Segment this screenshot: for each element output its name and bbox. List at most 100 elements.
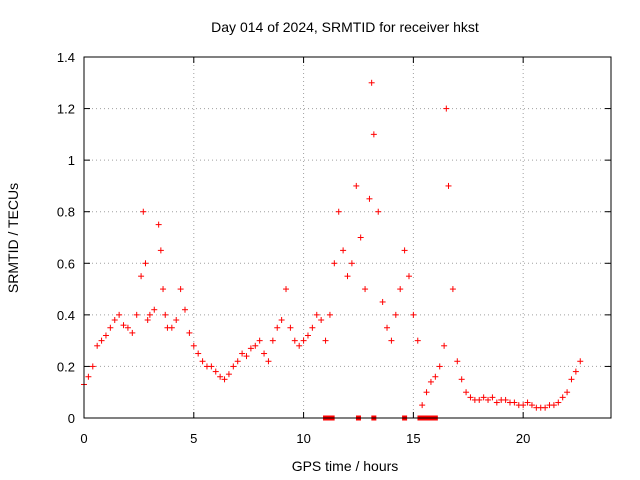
data-point [340,247,347,254]
data-point [331,260,338,267]
data-point [392,311,399,318]
x-axis-label: GPS time / hours [292,458,399,474]
data-point [304,332,311,339]
data-point [353,182,360,189]
data-point [463,389,470,396]
data-point [493,399,500,406]
y-tick-label: 1.2 [57,102,75,117]
x-tick-label: 20 [516,431,530,446]
data-point [388,337,395,344]
data-points [81,79,584,421]
data-point [348,260,355,267]
data-point [261,350,268,357]
data-point [384,324,391,331]
data-point [366,195,373,202]
data-point [146,311,153,318]
data-point [190,342,197,349]
data-point [94,342,101,349]
data-point [362,286,369,293]
x-tick-label: 0 [80,431,87,446]
data-point [572,368,579,375]
y-tick-label: 0 [68,411,75,426]
data-point [111,317,118,324]
plot-frame [83,56,612,419]
data-point [256,337,263,344]
data-point [410,311,417,318]
y-tick-label: 1 [68,153,75,168]
data-point [107,324,114,331]
data-point [423,389,430,396]
data-point [157,247,164,254]
data-point [357,234,364,241]
data-point [564,389,571,396]
data-point [414,337,421,344]
data-point [177,286,184,293]
y-axis-label: SRMTID / TECUs [5,183,21,293]
data-point [559,394,566,401]
y-tick-label: 0.2 [57,359,75,374]
data-point [186,329,193,336]
data-point [427,378,434,385]
y-tick-label: 1.4 [57,50,75,65]
data-point [182,306,189,313]
data-point [124,324,131,331]
data-point [247,345,254,352]
data-point [379,298,386,305]
data-point [155,221,162,228]
data-point [344,273,351,280]
data-point [199,358,206,365]
data-point [405,273,412,280]
data-point [335,208,342,215]
data-point [441,342,448,349]
data-point [221,376,228,383]
data-point [322,337,329,344]
data-point [520,402,527,409]
y-tick-label: 0.8 [57,205,75,220]
data-point [375,208,382,215]
data-point [85,373,92,380]
data-point [160,286,167,293]
data-point [212,368,219,375]
data-point [234,358,241,365]
data-point [476,396,483,403]
data-point [162,311,169,318]
data-point [313,311,320,318]
data-point [291,337,298,344]
y-tick-label: 0.6 [57,256,75,271]
data-point [480,394,487,401]
data-point [252,342,259,349]
data-point [225,371,232,378]
data-point [243,353,250,360]
data-point [269,337,276,344]
data-point [467,394,474,401]
data-point [528,402,535,409]
y-tick-label: 0.4 [57,308,75,323]
data-point [278,317,285,324]
data-point [89,363,96,370]
data-point [397,286,404,293]
data-point [326,311,333,318]
data-point [542,404,549,411]
data-point [142,260,149,267]
data-point [368,79,375,86]
data-point [230,363,237,370]
data-point [511,399,518,406]
chart-title: Day 014 of 2024, SRMTID for receiver hks… [211,19,479,35]
axis-ticks: 0 0.2 0.4 0.6 0.8 1 1.2 1.4 0 5 10 15 20 [57,50,611,446]
grid [84,57,611,418]
data-point [138,273,145,280]
x-tick-label: 10 [296,431,310,446]
data-point [120,322,127,329]
data-point [140,208,147,215]
data-point [502,396,509,403]
data-point [265,358,272,365]
data-point [239,350,246,357]
data-point [296,342,303,349]
data-point [144,317,151,324]
data-point [133,311,140,318]
data-point [283,286,290,293]
data-point [550,402,557,409]
data-point [568,376,575,383]
data-point [173,317,180,324]
